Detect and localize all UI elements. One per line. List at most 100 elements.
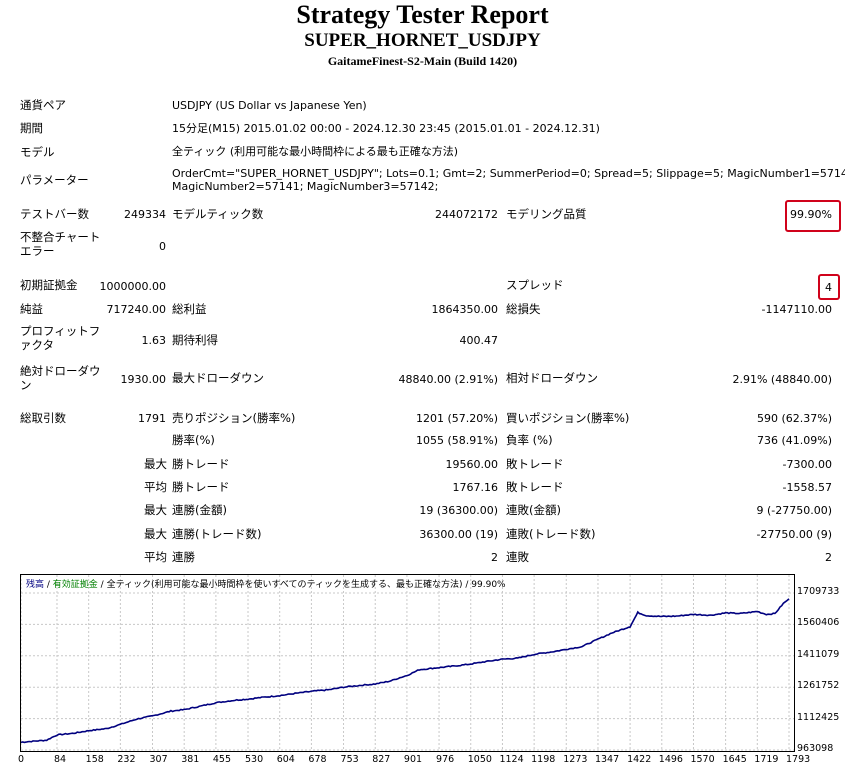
x-tick-label: 1645 [722, 754, 747, 765]
long-label: 買いポジション(勝率%) [506, 411, 630, 425]
model-value: 全ティック (利用可能な最小時間枠による最も正確な方法) [172, 145, 459, 158]
balance-chart-svg [21, 575, 794, 751]
balance-chart: 残高 / 有効証拠金 / 全ティック(利用可能な最小時間枠を使いすべてのティック… [20, 574, 795, 752]
expected-value: 400.47 [459, 334, 499, 347]
legend-equity: 有効証拠金 [52, 580, 98, 590]
max-loss-label: 敗トレード [506, 457, 564, 471]
period-value: 15分足(M15) 2015.01.02 00:00 - 2024.12.30 … [172, 122, 600, 135]
y-tick-label: 1560406 [797, 617, 840, 629]
pair-label: 通貨ペア [20, 98, 66, 112]
quality-label: モデリング品質 [506, 207, 587, 221]
net-value: 717240.00 [106, 303, 167, 316]
y-tick-label: 1112425 [797, 711, 840, 723]
spread-highlight-box [818, 274, 840, 300]
quality-value: 99.90% [790, 208, 832, 221]
report-build: GaitameFinest-S2-Main (Build 1420) [327, 54, 518, 68]
x-tick-label: 976 [436, 754, 455, 765]
avg-word-1: 平均 [144, 480, 167, 494]
x-tick-label: 84 [53, 754, 67, 765]
ticks-label: モデルティック数 [172, 207, 264, 221]
max-dd-value: 48840.00 (2.91%) [398, 373, 498, 386]
avg-loss-label: 敗トレード [506, 480, 564, 494]
x-tick-label: 827 [372, 754, 391, 765]
chart-legend: 残高 / 有効証拠金 / 全ティック(利用可能な最小時間枠を使いすべてのティック… [26, 577, 506, 590]
x-tick-label: 0 [18, 754, 25, 765]
short-value: 1201 (57.20%) [415, 412, 498, 425]
ticks-value: 244072172 [435, 208, 498, 221]
x-tick-label: 307 [149, 754, 168, 765]
win-rate-value: 1055 (58.91%) [415, 434, 498, 447]
avg-loss-value: -1558.57 [782, 481, 832, 494]
cons-win-cnt-label: 連勝(トレード数) [172, 527, 262, 541]
rel-dd-value: 2.91% (48840.00) [732, 373, 832, 386]
params-line2: MagicNumber2=57141; MagicNumber3=57142; [172, 180, 439, 193]
max-dd-label: 最大ドローダウン [172, 371, 264, 385]
x-tick-label: 1347 [594, 754, 620, 765]
pair-value: USDJPY (US Dollar vs Japanese Yen) [172, 99, 367, 112]
quality-highlight-box [785, 200, 841, 232]
spread-value: 4 [825, 281, 832, 294]
gross-loss-label: 総損失 [506, 302, 541, 316]
avg-cons-loss-value: 2 [825, 551, 832, 564]
cons-win-amt-value: 19 (36300.00) [419, 504, 498, 517]
model-label: モデル [20, 145, 55, 159]
y-tick-label: 1261752 [797, 680, 840, 692]
net-label: 純益 [20, 302, 43, 316]
balance-series-line [21, 598, 790, 744]
x-tick-label: 1719 [754, 754, 779, 765]
pf-value: 1.63 [141, 334, 167, 347]
avg-cons-loss-label: 連敗 [506, 550, 529, 564]
x-tick-label: 901 [403, 754, 423, 765]
x-tick-label: 753 [340, 754, 359, 765]
mismatch-label: 不整合チャートエラー [20, 230, 101, 258]
legend-sep-2: / [97, 580, 107, 590]
cons-win-cnt-value: 36300.00 (19) [419, 528, 498, 541]
params-line1: OrderCmt="SUPER_HORNET_USDJPY"; Lots=0.1… [172, 167, 845, 180]
abs-dd-value: 1930.00 [120, 373, 167, 386]
y-tick-label: 1411079 [797, 648, 840, 660]
period-label: 期間 [20, 121, 43, 135]
x-tick-label: 1793 [786, 754, 811, 765]
long-value: 590 (62.37%) [756, 412, 832, 425]
x-tick-label: 530 [245, 754, 264, 765]
x-tick-label: 1124 [499, 754, 524, 765]
pf-label: プロフィットファクタ [20, 324, 101, 352]
deposit-label: 初期証拠金 [20, 278, 78, 292]
loss-rate-value: 736 (41.09%) [756, 434, 832, 447]
max-win-label: 勝トレード [172, 457, 230, 471]
avg-word-2: 平均 [144, 550, 167, 564]
loss-rate-label: 負率 (%) [506, 433, 553, 447]
x-tick-label: 1198 [531, 754, 556, 765]
report-symbol: SUPER_HORNET_USDJPY [304, 30, 541, 51]
gross-loss-value: -1147110.00 [761, 303, 832, 316]
x-tick-label: 381 [181, 754, 200, 765]
y-tick-label: 963098 [797, 743, 834, 754]
max-win-value: 19560.00 [445, 458, 499, 471]
win-rate-label: 勝率(%) [172, 433, 215, 447]
rel-dd-label: 相対ドローダウン [506, 371, 598, 385]
trades-label: 総取引数 [20, 411, 66, 425]
legend-model: 全ティック(利用可能な最小時間枠を使いすべてのティックを生成する、最も正確な方法… [106, 580, 463, 590]
x-tick-label: 604 [276, 754, 295, 765]
report-title: Strategy Tester Report [296, 0, 549, 29]
bars-value: 249334 [124, 208, 166, 221]
max-word-3: 最大 [144, 527, 167, 541]
x-tick-label: 232 [117, 754, 136, 765]
deposit-value: 1000000.00 [99, 280, 166, 293]
avg-win-label: 勝トレード [172, 480, 230, 494]
x-tick-label: 455 [212, 754, 232, 765]
x-tick-label: 158 [85, 754, 104, 765]
cons-loss-amt-label: 連敗(金額) [506, 503, 561, 517]
x-tick-label: 1496 [658, 754, 683, 765]
legend-quality: 99.90% [471, 580, 506, 590]
legend-sep-1: / [44, 580, 53, 590]
short-label: 売りポジション(勝率%) [172, 411, 296, 425]
gross-profit-label: 総利益 [172, 302, 207, 316]
trades-value: 1791 [138, 412, 166, 425]
legend-balance: 残高 [26, 580, 45, 590]
legend-sep-3: / [462, 580, 472, 590]
avg-win-value: 1767.16 [452, 481, 499, 494]
params-label: パラメーター [20, 173, 89, 187]
x-tick-label: 1422 [627, 754, 652, 765]
cons-loss-cnt-label: 連敗(トレード数) [506, 527, 596, 541]
